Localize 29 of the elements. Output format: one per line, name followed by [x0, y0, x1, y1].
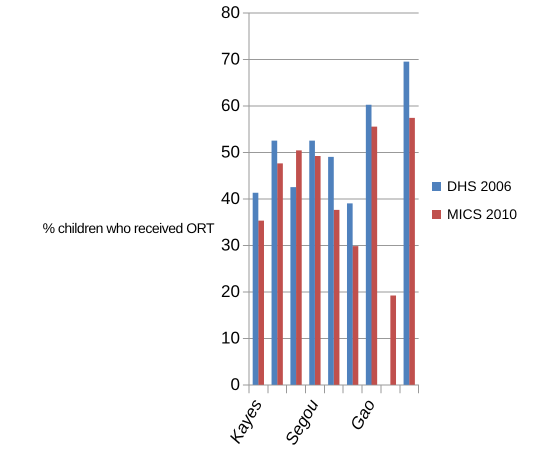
y-tick-label: 10	[220, 328, 240, 348]
y-axis-title: % children who received ORT	[42, 219, 216, 238]
bar	[328, 156, 334, 385]
y-tick-label: 80	[220, 2, 240, 22]
y-tick-label: 0	[230, 374, 240, 394]
bar	[277, 163, 283, 385]
legend-label: MICS 2010	[447, 206, 518, 222]
y-tick-label: 60	[220, 96, 240, 115]
bar	[252, 192, 258, 385]
bar	[314, 156, 321, 385]
bar	[352, 246, 358, 385]
y-tick-label: 40	[220, 188, 240, 208]
bar	[296, 150, 302, 385]
bar	[346, 203, 353, 385]
bar	[404, 62, 410, 385]
bar	[366, 104, 372, 385]
y-tick-label: 20	[220, 282, 240, 301]
y-tick-label: 50	[220, 142, 240, 162]
bar	[309, 140, 315, 385]
y-tick-label: 70	[220, 49, 240, 68]
bar	[334, 210, 340, 385]
y-tick-label: 30	[220, 235, 240, 254]
bar	[258, 220, 264, 385]
bar	[372, 126, 378, 385]
bar	[409, 118, 415, 385]
bar	[390, 295, 396, 385]
bar	[272, 140, 278, 385]
legend-label: DHS 2006	[447, 178, 512, 194]
bar	[290, 187, 296, 385]
